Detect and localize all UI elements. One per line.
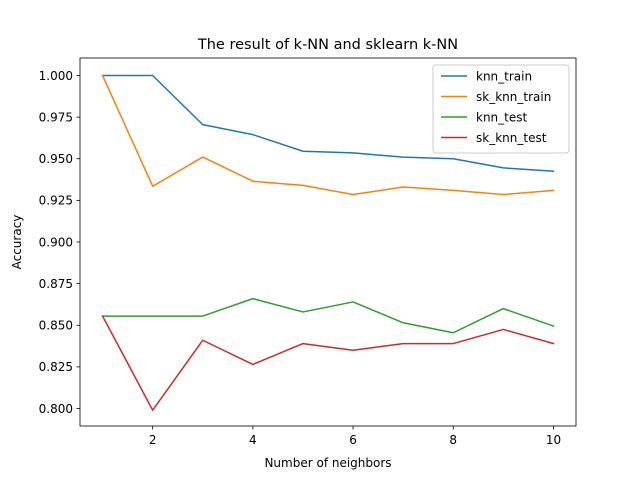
x-tick-label: 6 [349,433,357,447]
x-axis-label: Number of neighbors [264,456,391,470]
y-tick-label: 1.000 [39,69,73,83]
chart-title: The result of k-NN and sklearn k-NN [197,37,458,53]
series-line-sk-knn-test [101,315,555,411]
y-tick-label: 0.825 [39,360,73,374]
plot-area: 2 4 6 8 10 0.800 0.825 0.850 0.875 0.900 0.925 0.95… [39,57,577,447]
series-line-sk-knn-train [101,74,555,196]
legend-label-knn-test: knn_test [476,110,528,124]
x-tick-label: 2 [149,433,157,447]
legend: knn_train sk_knn_train knn_test sk_knn_test [432,64,570,154]
y-axis-label: Accuracy [10,215,24,270]
y-tick-label: 0.800 [39,402,73,416]
y-tick-label: 0.975 [39,110,73,124]
legend-label-sk-knn-train: sk_knn_train [476,90,551,104]
y-tick-label: 0.875 [39,277,73,291]
y-tick-label: 0.925 [39,194,73,208]
series-line-knn-test [101,297,555,334]
legend-label-sk-knn-test: sk_knn_test [476,131,547,145]
x-tick-label: 4 [249,433,257,447]
x-tick-label: 10 [546,433,561,447]
y-tick-label: 0.950 [39,152,73,166]
series-line-knn-train [101,74,555,173]
x-tick-label: 8 [449,433,457,447]
y-tick-label: 0.900 [39,235,73,249]
y-tick-label: 0.850 [39,319,73,333]
legend-box [432,64,570,154]
legend-label-knn-train: knn_train [476,69,532,83]
